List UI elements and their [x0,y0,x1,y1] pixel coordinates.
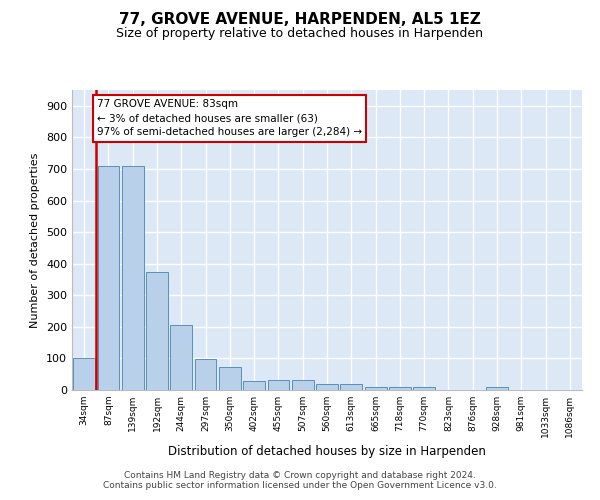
Y-axis label: Number of detached properties: Number of detached properties [31,152,40,328]
Bar [97,166,119,390]
Bar [486,387,508,390]
Text: Contains HM Land Registry data © Crown copyright and database right 2024.
Contai: Contains HM Land Registry data © Crown c… [103,470,497,490]
Text: Size of property relative to detached houses in Harpenden: Size of property relative to detached ho… [116,28,484,40]
Bar [73,358,95,390]
X-axis label: Distribution of detached houses by size in Harpenden: Distribution of detached houses by size … [168,446,486,458]
Bar [316,384,338,390]
Bar [122,166,143,390]
Bar [243,380,265,390]
Bar [219,367,241,390]
Text: 77, GROVE AVENUE, HARPENDEN, AL5 1EZ: 77, GROVE AVENUE, HARPENDEN, AL5 1EZ [119,12,481,28]
Bar [292,380,314,390]
Bar [340,384,362,390]
Bar [170,324,192,390]
Bar [365,387,386,390]
Bar [389,387,411,390]
Bar [194,360,217,390]
Bar [413,387,435,390]
Bar [146,272,168,390]
Bar [268,380,289,390]
Text: 77 GROVE AVENUE: 83sqm
← 3% of detached houses are smaller (63)
97% of semi-deta: 77 GROVE AVENUE: 83sqm ← 3% of detached … [97,100,362,138]
